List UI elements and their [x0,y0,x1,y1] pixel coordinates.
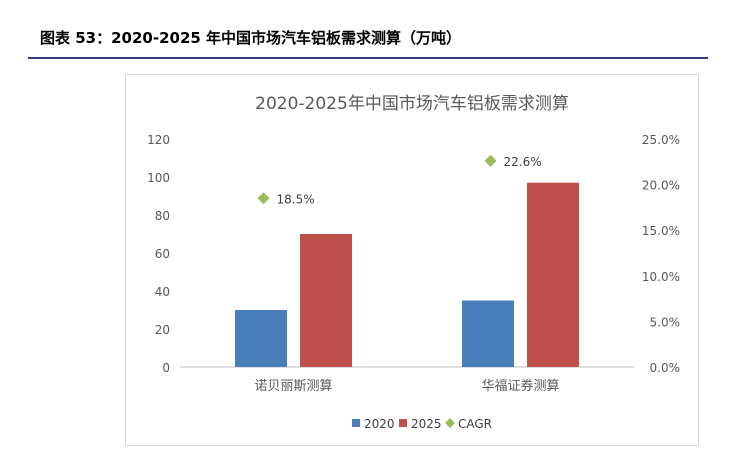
bar-2025 [527,182,579,367]
category-label: 诺贝丽斯测算 [254,379,332,394]
y2-axis-ticks: 0.0% 5.0% 10.0% 15.0% 20.0% 25.0% [642,133,680,375]
cagr-label: 18.5% [277,192,315,206]
category-labels: 诺贝丽斯测算 华福证券测算 [254,378,559,394]
y-tick-label: 20 [155,323,170,337]
category-label: 华福证券测算 [481,378,559,394]
legend-swatch-2020 [352,419,360,427]
y-tick-label: 100 [147,171,170,185]
figure-caption: 图表 53：2020-2025 年中国市场汽车铝板需求测算（万吨） [40,29,462,47]
y2-tick-label: 0.0% [650,361,681,375]
chart-title: 2020-2025年中国市场汽车铝板需求测算 [255,94,569,114]
y2-tick-label: 5.0% [650,315,681,329]
y2-tick-label: 15.0% [642,224,680,238]
y-tick-label: 40 [155,285,170,299]
y-tick-label: 120 [147,133,170,147]
legend-label: CAGR [458,417,492,431]
cagr-markers: 18.5% 22.6% [257,154,542,206]
cagr-marker [484,154,497,167]
bar-2025 [300,234,352,367]
cagr-marker [257,192,270,205]
legend-label: 2025 [411,417,442,431]
bar-2020 [462,300,514,367]
legend-swatch-CAGR [445,418,455,428]
y-tick-label: 60 [155,247,170,261]
y2-tick-label: 10.0% [642,270,680,284]
y-tick-label: 0 [162,361,170,375]
legend: 2020 2025 CAGR [352,417,492,431]
legend-label: 2020 [364,417,395,431]
chart-frame [125,74,699,446]
y-tick-label: 80 [155,209,170,223]
y2-tick-label: 20.0% [642,179,680,193]
y2-tick-label: 25.0% [642,133,680,147]
y-axis-ticks: 0 20 40 60 80 100 120 [147,133,170,375]
cagr-label: 22.6% [504,155,542,169]
bar-2020 [235,310,287,367]
legend-swatch-2025 [399,419,407,427]
bars [235,182,579,367]
caption-rule [28,57,708,59]
